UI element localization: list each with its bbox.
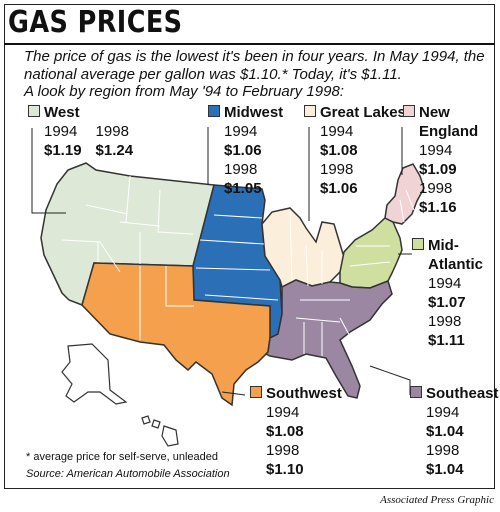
region-name-southwest: Southwest (266, 385, 342, 402)
legend-midwest: Midwest 1994 $1.06 1998 $1.05 (208, 103, 283, 198)
intro-line-3: A look by region from May '94 to Februar… (24, 83, 344, 100)
legend-southeast: Southeast 1994 $1.04 1998 $1.04 (410, 384, 499, 479)
legend-mid-atlantic: Mid- Atlantic 1994 $1.07 1998 $1.11 (412, 236, 483, 350)
southwest-price-1998: $1.10 (266, 461, 304, 478)
swatch-great-lakes (304, 105, 316, 117)
swatch-southeast (410, 386, 422, 398)
credit-line: Associated Press Graphic (380, 494, 494, 506)
swatch-midwest (208, 105, 220, 117)
swatch-mid-atlantic (412, 238, 424, 250)
mid-atlantic-year-1998: 1998 (428, 313, 462, 330)
region-name-southeast: Southeast (426, 385, 499, 402)
midwest-price-1994: $1.06 (224, 142, 262, 159)
west-year-1994: 1994 (44, 123, 78, 140)
region-new-england (384, 163, 425, 225)
southwest-year-1998: 1998 (266, 442, 300, 459)
region-alaska (61, 343, 128, 405)
great-lakes-year-1994: 1994 (320, 123, 354, 140)
region-southwest (81, 262, 271, 407)
intro-text: The price of gas is the lowest it's been… (24, 48, 490, 101)
new-england-year-1994: 1994 (419, 142, 453, 159)
swatch-west (28, 105, 40, 117)
southwest-price-1994: $1.08 (266, 423, 304, 440)
legend-west: West 1994 $1.19 1998 $1.24 (28, 103, 133, 160)
region-name-west: West (44, 104, 80, 121)
footnote: * average price for self-serve, unleaded (26, 451, 218, 463)
region-west (40, 162, 215, 306)
region-southeast (264, 279, 393, 399)
southwest-year-1994: 1994 (266, 404, 300, 421)
legend-great-lakes: Great Lakes 1994 $1.08 1998 $1.06 (304, 103, 406, 198)
region-name-mid-atlantic-2: Atlantic (428, 256, 484, 273)
midwest-year-1998: 1998 (224, 161, 258, 178)
west-year-1998: 1998 (95, 123, 129, 140)
midwest-year-1994: 1994 (224, 123, 258, 140)
region-name-new-england-2: England (419, 123, 479, 140)
new-england-price-1994: $1.09 (419, 161, 457, 178)
southeast-year-1998: 1998 (426, 442, 460, 459)
southeast-year-1994: 1994 (426, 404, 460, 421)
intro-line-2: national average per gallon was $1.10.* … (24, 65, 402, 83)
southeast-price-1994: $1.04 (426, 423, 464, 440)
graphic-frame (4, 4, 495, 489)
region-mid-atlantic (339, 217, 403, 289)
west-price-1998: $1.24 (95, 142, 134, 159)
southeast-price-1998: $1.04 (426, 461, 464, 478)
west-price-1994: $1.19 (44, 142, 82, 159)
state-lines (61, 175, 415, 356)
region-name-new-england-1: New (419, 104, 450, 121)
region-name-great-lakes: Great Lakes (320, 104, 406, 121)
new-england-year-1998: 1998 (419, 180, 453, 197)
mid-atlantic-price-1994: $1.07 (428, 294, 466, 311)
region-hawaii (141, 415, 179, 447)
graphic-title: GAS PRICES (8, 5, 183, 40)
mid-atlantic-price-1998: $1.11 (428, 332, 465, 349)
swatch-new-england (403, 105, 415, 117)
legend-new-england: New England 1994 $1.09 1998 $1.16 (403, 103, 478, 217)
midwest-price-1998: $1.05 (224, 180, 262, 197)
region-name-mid-atlantic-1: Mid- (428, 237, 459, 254)
intro-line-1: The price of gas is the lowest it's been… (24, 48, 485, 65)
source-line: Source: American Automobile Association (26, 468, 230, 480)
great-lakes-year-1998: 1998 (320, 161, 354, 178)
region-name-midwest: Midwest (224, 104, 284, 121)
great-lakes-price-1994: $1.08 (320, 142, 358, 159)
swatch-southwest (250, 386, 262, 398)
mid-atlantic-year-1994: 1994 (428, 275, 462, 292)
great-lakes-price-1998: $1.06 (320, 180, 358, 197)
title-rule (4, 43, 495, 45)
new-england-price-1998: $1.16 (419, 199, 457, 216)
legend-southwest: Southwest 1994 $1.08 1998 $1.10 (250, 384, 342, 479)
